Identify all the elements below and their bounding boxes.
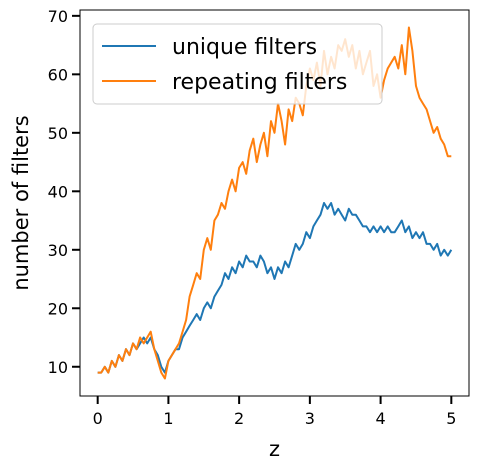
y-tick-label: 70 (48, 7, 68, 26)
x-tick-label: 5 (446, 409, 456, 428)
series-line-repeating-filters (97, 26, 452, 380)
y-tick-label: 60 (48, 65, 68, 84)
y-axis-title: number of filters (9, 115, 33, 290)
legend: unique filters repeating filters (92, 23, 383, 105)
x-tick-label: 0 (93, 409, 103, 428)
y-tick-label: 40 (48, 182, 68, 201)
ticks-layer: 0 1 2 3 4 5 10 20 30 40 50 60 70 (48, 7, 457, 428)
y-tick-label: 30 (48, 241, 68, 260)
y-tick-label: 50 (48, 124, 68, 143)
legend-label-unique-filters: unique filters (172, 35, 317, 60)
legend-box (92, 23, 383, 105)
x-tick-label: 3 (305, 409, 315, 428)
y-tick-label: 10 (48, 358, 68, 377)
x-tick-label: 1 (163, 409, 173, 428)
series-line-unique-filters (97, 202, 453, 374)
plot-frame (79, 9, 470, 397)
legend-label-repeating-filters: repeating filters (172, 70, 347, 95)
x-tick-label: 2 (234, 409, 244, 428)
series-layer (97, 26, 453, 380)
x-axis-title: z (269, 437, 280, 461)
y-tick-label: 20 (48, 299, 68, 318)
x-tick-label: 4 (375, 409, 385, 428)
